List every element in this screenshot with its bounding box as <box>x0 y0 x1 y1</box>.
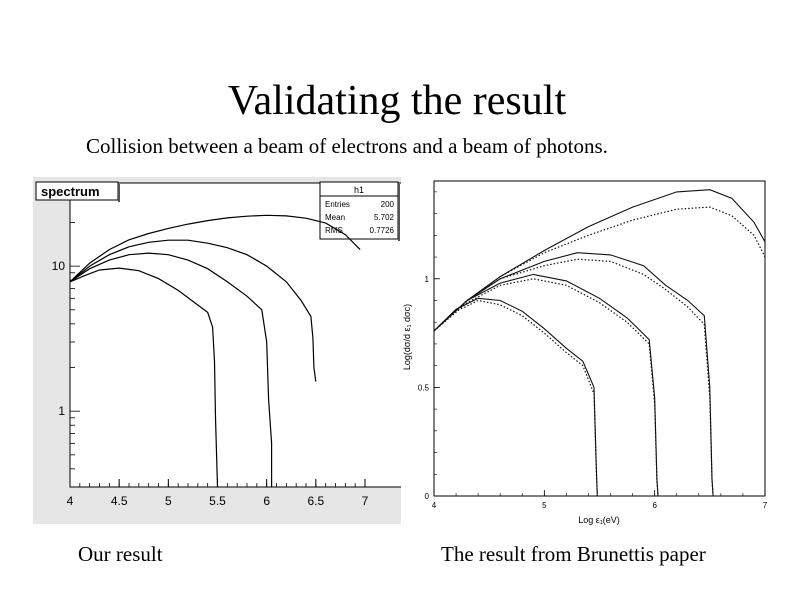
left-y-tick-label: 10 <box>52 259 66 273</box>
slide-subtitle: Collision between a beam of electrons an… <box>86 134 608 158</box>
left-stats-name: h1 <box>354 185 364 195</box>
left-x-tick-label: 4 <box>67 494 74 508</box>
left-title-box-shadow <box>118 184 120 202</box>
left-curves <box>69 214 361 488</box>
caption-left: Our result <box>78 542 163 566</box>
right-series-line <box>433 297 598 497</box>
right-series-line <box>433 299 598 497</box>
right-y-label: Log(dσ/d ε₁ dσc) <box>402 304 412 370</box>
right-series-line <box>433 278 659 497</box>
right-y-tick-label: 1 <box>425 275 430 284</box>
right-x-tick-label: 5 <box>542 501 547 510</box>
left-stats-shadow <box>398 184 400 241</box>
right-axis-ticks: 4 5 6 7 0 0.5 1 <box>418 191 768 510</box>
left-series-line <box>69 214 361 283</box>
left-stats-value-entries: 200 <box>381 200 395 209</box>
left-chart-svg: spectrum h1 Entries 200 Mean 5.702 RMS 0… <box>35 181 403 508</box>
right-series-line <box>433 273 659 497</box>
left-x-tick-label: 5.5 <box>209 494 226 508</box>
right-curves <box>433 189 766 497</box>
right-series-line <box>433 252 714 497</box>
right-y-tick-label: 0 <box>425 492 430 501</box>
left-x-tick-label: 4.5 <box>111 494 128 508</box>
right-x-tick-label: 4 <box>432 501 437 510</box>
left-x-tick-label: 6 <box>263 494 270 508</box>
right-series-line <box>433 189 766 332</box>
right-x-label: Log ε₁(eV) <box>578 515 620 525</box>
left-x-tick-label: 6.5 <box>307 494 324 508</box>
caption-right: The result from Brunettis paper <box>441 542 706 566</box>
right-series-line <box>433 258 714 497</box>
left-series-line <box>69 239 317 382</box>
slide-title: Validating the result <box>227 78 567 124</box>
left-x-tick-label: 7 <box>362 494 369 508</box>
left-series-line <box>69 252 273 487</box>
left-axis-ticks: 4 4.5 5 5.5 6 6.5 7 1 10 <box>52 222 369 508</box>
left-chart-title: spectrum <box>41 184 100 199</box>
right-series-line <box>433 206 766 332</box>
right-chart-panel: 4 5 6 7 0 0.5 1 Log ε₁(eV) Log(dσ/d ε₁ dσc) <box>401 177 773 525</box>
right-x-tick-label: 6 <box>652 501 657 510</box>
right-y-tick-label: 0.5 <box>418 383 430 392</box>
left-x-tick-label: 5 <box>165 494 172 508</box>
left-stats-label-rms: RMS <box>325 226 343 235</box>
left-stats-label-mean: Mean <box>325 213 345 222</box>
right-chart-svg: 4 5 6 7 0 0.5 1 Log ε₁(eV) Log(dσ/d ε₁ dσc) <box>402 180 768 525</box>
left-stats-value-mean: 5.702 <box>374 213 395 222</box>
right-x-tick-label: 7 <box>763 501 768 510</box>
left-stats-box <box>319 181 399 240</box>
left-series-line <box>69 267 219 488</box>
right-plot-frame <box>433 180 766 497</box>
left-y-tick-label: 1 <box>58 404 65 418</box>
left-stats-value-rms: 0.7726 <box>370 226 395 235</box>
left-chart-panel: spectrum h1 Entries 200 Mean 5.702 RMS 0… <box>33 177 405 524</box>
left-stats-label-entries: Entries <box>325 200 350 209</box>
